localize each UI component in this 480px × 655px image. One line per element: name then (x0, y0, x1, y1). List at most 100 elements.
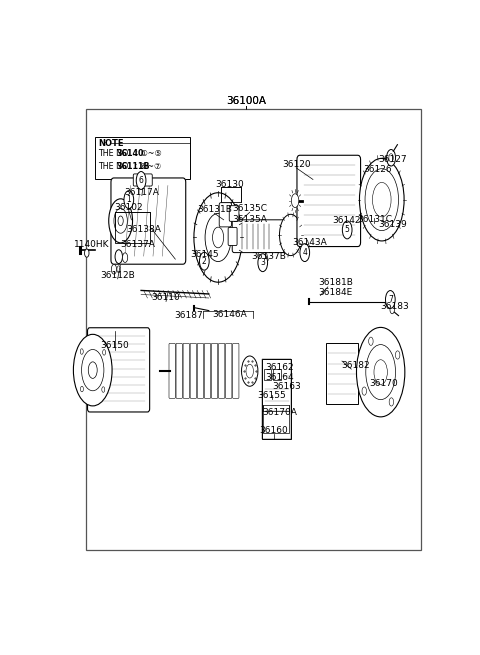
Text: 36182: 36182 (341, 360, 370, 369)
Text: 36183: 36183 (381, 302, 409, 311)
Ellipse shape (374, 360, 387, 384)
FancyBboxPatch shape (183, 343, 190, 398)
Text: 2: 2 (202, 257, 207, 266)
Ellipse shape (111, 265, 117, 274)
Ellipse shape (102, 387, 105, 392)
Ellipse shape (389, 154, 393, 162)
Ellipse shape (213, 227, 224, 248)
Text: 1: 1 (126, 195, 131, 204)
FancyBboxPatch shape (297, 155, 360, 246)
Bar (262, 358, 291, 440)
Text: 36110: 36110 (152, 293, 180, 303)
Text: 36184E: 36184E (318, 288, 352, 297)
Text: NOTE: NOTE (98, 139, 124, 148)
Ellipse shape (258, 253, 267, 272)
Text: 36135C: 36135C (232, 204, 267, 214)
Text: 36135A: 36135A (232, 215, 267, 224)
Text: THE NO.: THE NO. (98, 162, 131, 171)
Text: 36112B: 36112B (100, 271, 135, 280)
Bar (96, 137, 190, 179)
Text: 36170: 36170 (369, 379, 398, 388)
Text: 6: 6 (139, 176, 144, 185)
Ellipse shape (88, 362, 97, 379)
Ellipse shape (246, 364, 253, 378)
Ellipse shape (136, 172, 146, 189)
Text: 36150: 36150 (101, 341, 130, 350)
Ellipse shape (300, 244, 310, 261)
Ellipse shape (73, 334, 112, 406)
Text: 36160: 36160 (260, 426, 288, 435)
Ellipse shape (241, 356, 258, 386)
FancyBboxPatch shape (204, 343, 211, 398)
Text: 36146A: 36146A (212, 310, 247, 319)
Text: 36100A: 36100A (226, 96, 266, 106)
Bar (115, 212, 150, 242)
FancyBboxPatch shape (87, 328, 150, 412)
Bar (86, 109, 421, 550)
Ellipse shape (372, 183, 391, 217)
Ellipse shape (122, 253, 128, 263)
Text: 36111B: 36111B (117, 162, 151, 171)
Text: 36117A: 36117A (124, 187, 159, 196)
Text: THE NO.: THE NO. (98, 149, 131, 159)
Text: 36143A: 36143A (292, 238, 326, 247)
Ellipse shape (342, 221, 352, 239)
Text: 36126: 36126 (364, 165, 392, 174)
Ellipse shape (115, 250, 122, 263)
Text: 5: 5 (345, 225, 349, 234)
Ellipse shape (366, 345, 396, 400)
Text: 36127: 36127 (379, 155, 407, 164)
Ellipse shape (103, 350, 106, 355)
Text: 36142: 36142 (332, 216, 360, 225)
Text: 36155: 36155 (258, 391, 287, 400)
Text: 36181B: 36181B (318, 278, 353, 288)
FancyBboxPatch shape (197, 343, 204, 398)
Ellipse shape (82, 350, 104, 391)
Text: 36137B: 36137B (251, 252, 286, 261)
Ellipse shape (396, 351, 400, 359)
Ellipse shape (369, 337, 373, 345)
FancyBboxPatch shape (229, 206, 239, 221)
FancyBboxPatch shape (133, 174, 152, 186)
Ellipse shape (109, 199, 132, 243)
Ellipse shape (360, 159, 404, 241)
Bar (264, 405, 289, 433)
Bar (326, 343, 358, 404)
FancyBboxPatch shape (233, 343, 239, 398)
FancyBboxPatch shape (218, 343, 225, 398)
Ellipse shape (80, 348, 83, 354)
Text: : ①~⑤: : ①~⑤ (132, 149, 161, 159)
Text: 36145: 36145 (191, 250, 219, 259)
Ellipse shape (291, 194, 299, 208)
Ellipse shape (389, 398, 394, 406)
Text: 36131B: 36131B (197, 205, 232, 214)
Ellipse shape (118, 216, 123, 225)
Bar (273, 369, 281, 380)
Ellipse shape (390, 305, 395, 314)
Text: 36130: 36130 (215, 180, 244, 189)
Bar (264, 369, 271, 380)
Text: 36100A: 36100A (226, 96, 266, 106)
Ellipse shape (124, 191, 133, 208)
Ellipse shape (386, 149, 396, 166)
FancyBboxPatch shape (232, 220, 286, 253)
FancyBboxPatch shape (111, 178, 186, 264)
Text: 36170A: 36170A (262, 409, 297, 417)
Text: 36102: 36102 (115, 202, 143, 212)
Ellipse shape (279, 214, 302, 255)
Ellipse shape (194, 193, 242, 282)
Text: 36120: 36120 (282, 160, 311, 169)
Text: 3: 3 (260, 258, 265, 267)
Text: 36162: 36162 (265, 363, 294, 372)
Ellipse shape (84, 249, 89, 257)
Text: 36137A: 36137A (120, 240, 156, 248)
Text: 36164: 36164 (265, 373, 294, 382)
Bar (262, 358, 291, 440)
Text: 36140: 36140 (117, 149, 144, 159)
Text: 36138A: 36138A (126, 225, 161, 234)
Ellipse shape (200, 252, 209, 270)
Ellipse shape (81, 386, 84, 392)
FancyBboxPatch shape (211, 343, 218, 398)
Text: 36163: 36163 (272, 382, 300, 391)
FancyBboxPatch shape (176, 343, 182, 398)
